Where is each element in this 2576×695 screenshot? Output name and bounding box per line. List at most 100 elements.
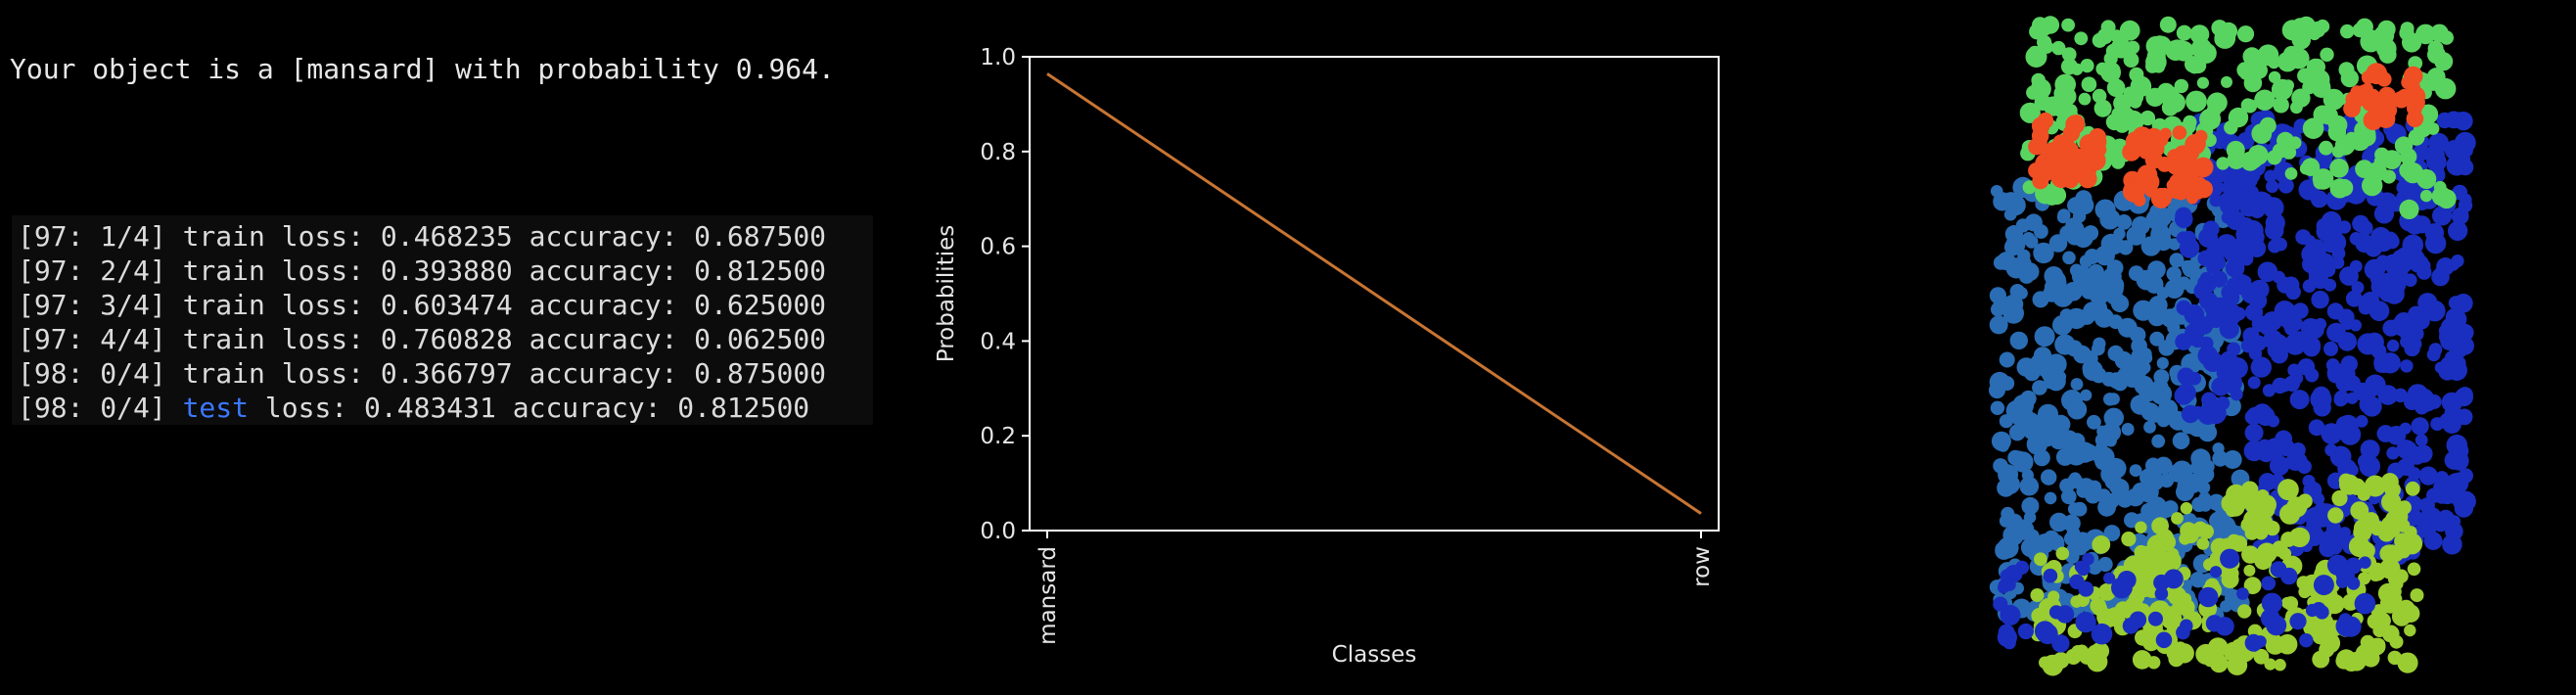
facade-right-point <box>2428 132 2449 154</box>
roof-point <box>2061 18 2075 32</box>
ground-point <box>2289 527 2311 548</box>
roof-point <box>2288 48 2310 70</box>
facade-right-point <box>2002 635 2016 650</box>
facade-right-point <box>2349 232 2363 246</box>
facade-right-point <box>2326 302 2344 320</box>
facade-left-point <box>2009 331 2028 350</box>
ground-point <box>2092 535 2111 554</box>
dormer-point <box>2186 148 2200 161</box>
facade-right-point <box>2432 206 2453 226</box>
facade-left-point <box>2169 253 2185 268</box>
facade-right-point <box>2292 302 2309 319</box>
facade-right-point <box>2440 489 2455 505</box>
ground-point <box>2264 658 2277 671</box>
roof-point <box>2239 66 2253 80</box>
facade-right-point <box>2451 255 2464 268</box>
facade-left-point <box>2117 317 2138 338</box>
ground-point <box>2135 521 2147 533</box>
ground-point <box>2090 597 2106 615</box>
roof-point <box>2301 158 2321 176</box>
log-line: [98: 0/4] train loss: 0.366797 accuracy:… <box>18 357 827 390</box>
dormer-point <box>2130 189 2143 204</box>
facade-right-point <box>2332 329 2347 344</box>
facade-right-point <box>2456 336 2474 355</box>
roof-point <box>2030 78 2051 100</box>
facade-right-point <box>2302 475 2316 487</box>
dormer-point <box>2186 192 2199 205</box>
roof-point <box>2313 105 2332 124</box>
facade-right-point <box>2220 350 2238 369</box>
ground-point <box>2100 611 2118 627</box>
facade-left-point <box>2059 478 2075 493</box>
roof-point <box>2100 62 2121 83</box>
roof-point <box>2367 162 2387 182</box>
facade-left-point <box>2080 389 2093 401</box>
facade-left-point <box>2067 502 2082 516</box>
facade-left-point <box>2070 378 2084 391</box>
facade-right-point <box>2364 258 2386 280</box>
roof-point <box>2433 76 2449 92</box>
facade-right-point <box>2445 308 2463 326</box>
dormer-point <box>2088 132 2107 152</box>
facade-left-point <box>2053 414 2069 431</box>
ground-point <box>2379 558 2401 579</box>
dormer-point <box>2194 129 2208 144</box>
facade-left-point <box>2079 255 2093 268</box>
facade-right-point <box>2224 246 2241 262</box>
facade-left-point <box>2003 208 2017 221</box>
facade-left-point <box>2020 537 2041 558</box>
facade-left-point <box>2049 512 2069 533</box>
facade-right-point <box>2266 179 2279 193</box>
facade-right-point <box>2211 130 2230 150</box>
point-cloud-visualization <box>1989 16 2476 676</box>
facade-right-point <box>2209 254 2227 271</box>
roof-point <box>2190 37 2212 60</box>
facade-right-point <box>2265 220 2284 241</box>
dormer-point <box>2037 112 2054 129</box>
facade-right-point <box>2277 308 2297 328</box>
facade-right-point <box>2215 617 2234 636</box>
roof-point <box>2329 178 2350 199</box>
ground-point <box>2331 489 2348 507</box>
facade-right-point <box>2240 234 2262 255</box>
facade-left-point <box>2069 433 2086 449</box>
ground-point <box>2389 634 2404 649</box>
facade-right-point <box>2407 384 2429 405</box>
roof-point <box>2236 25 2255 43</box>
facade-right-point <box>2415 444 2433 463</box>
ground-point <box>2358 541 2375 560</box>
facade-right-point <box>2384 234 2400 250</box>
facade-left-point <box>2128 353 2143 368</box>
facade-right-point <box>2331 255 2345 269</box>
facade-right-point <box>2333 393 2348 407</box>
facade-right-point <box>2219 319 2239 340</box>
facade-left-point <box>2041 469 2057 486</box>
facade-left-point <box>2093 337 2106 350</box>
facade-right-point <box>2408 326 2424 342</box>
facade-right-point <box>2457 323 2474 342</box>
facade-left-point <box>2021 496 2040 515</box>
roof-point <box>2081 76 2097 92</box>
facade-right-point <box>2400 359 2414 373</box>
facade-right-point <box>2436 112 2453 129</box>
facade-right-point <box>2308 270 2326 288</box>
facade-right-point <box>2434 361 2447 374</box>
facade-right-point <box>2324 443 2338 457</box>
facade-left-point <box>2150 224 2171 246</box>
ground-point <box>2167 586 2187 606</box>
ground-point <box>2277 479 2299 501</box>
facade-right-point <box>2163 569 2184 589</box>
facade-left-point <box>2075 195 2094 215</box>
facade-right-point <box>2341 317 2354 331</box>
facade-right-point <box>2404 273 2417 288</box>
facade-right-point <box>2244 409 2261 425</box>
roof-point <box>2078 92 2092 106</box>
facade-right-point <box>2402 234 2424 256</box>
facade-left-point <box>2153 369 2170 386</box>
facade-right-point <box>2272 377 2288 394</box>
ground-point <box>2363 512 2379 529</box>
facade-left-point <box>2063 282 2083 301</box>
facade-right-point <box>2360 440 2380 460</box>
dormer-point <box>2137 164 2158 186</box>
roof-point <box>2185 90 2207 113</box>
